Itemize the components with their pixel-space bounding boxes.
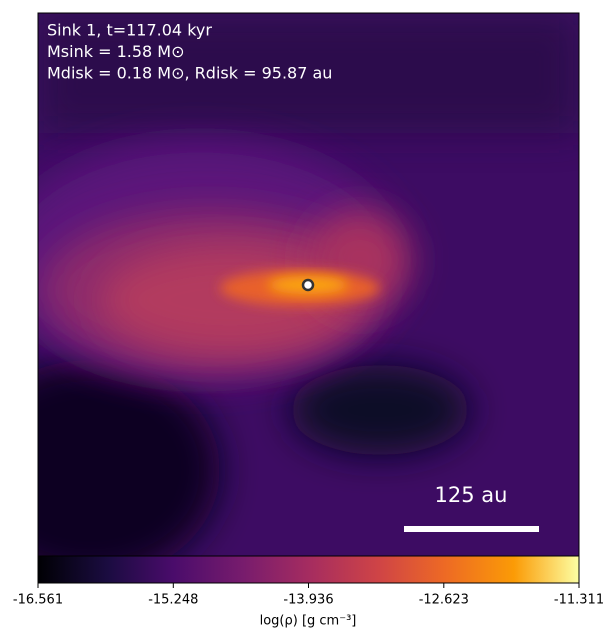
colorbar-label: log(ρ) [g cm⁻³]: [260, 614, 357, 629]
annotation: Sink 1, t=117.04 kyr: [47, 21, 212, 40]
colorbar-tick-label: -11.311: [554, 593, 604, 608]
colorbar-tick-label: -15.248: [148, 593, 198, 608]
colorbar-tick-label: -12.623: [419, 593, 469, 608]
annotation: Msink = 1.58 M⊙: [47, 42, 185, 61]
scale-bar-label: 125 au: [435, 483, 508, 507]
colorbar-tick-label: -13.936: [283, 593, 333, 608]
density-image: [38, 13, 579, 556]
sink-marker: [301, 278, 315, 292]
colorbar: [37, 555, 580, 584]
colorbar-tick-label: -16.561: [13, 593, 63, 608]
annotation: Mdisk = 0.18 M⊙, Rdisk = 95.87 au: [47, 64, 332, 83]
